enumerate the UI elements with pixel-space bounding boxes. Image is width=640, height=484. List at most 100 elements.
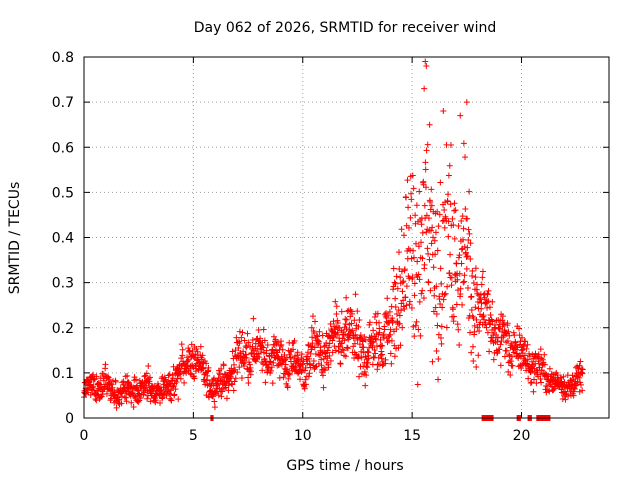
data-point xyxy=(522,338,529,345)
data-point xyxy=(524,356,531,363)
data-point xyxy=(408,196,415,203)
data-point xyxy=(157,399,164,406)
data-point xyxy=(511,332,518,339)
data-point xyxy=(432,251,439,258)
data-point xyxy=(502,329,509,336)
data-point xyxy=(484,291,491,298)
data-point xyxy=(500,334,507,341)
data-point xyxy=(344,345,351,352)
data-point xyxy=(365,349,372,356)
data-point xyxy=(425,250,432,257)
data-point xyxy=(218,377,225,384)
data-point xyxy=(470,280,477,287)
data-point xyxy=(499,313,506,320)
data-point xyxy=(143,370,150,377)
data-point xyxy=(191,375,198,382)
data-point xyxy=(109,384,116,391)
data-point xyxy=(542,386,549,393)
data-point xyxy=(441,224,448,231)
data-point xyxy=(175,396,182,403)
data-point xyxy=(392,295,399,302)
data-point xyxy=(444,198,451,205)
data-point xyxy=(239,329,246,336)
data-point xyxy=(469,273,476,280)
data-point xyxy=(260,344,267,351)
data-point xyxy=(132,376,139,383)
data-point xyxy=(420,295,427,302)
data-point xyxy=(528,358,535,365)
data-point xyxy=(524,341,531,348)
data-point xyxy=(554,372,561,379)
data-point xyxy=(438,280,445,287)
data-point xyxy=(204,372,211,379)
data-point xyxy=(464,285,471,292)
data-point xyxy=(388,337,395,344)
data-point xyxy=(359,337,366,344)
data-point xyxy=(400,303,407,310)
data-point xyxy=(166,390,173,397)
data-point xyxy=(435,223,442,230)
y-tick-label: 0.6 xyxy=(52,140,74,156)
data-point xyxy=(558,378,565,385)
data-point xyxy=(454,321,461,328)
data-point xyxy=(393,311,400,318)
data-point xyxy=(477,296,484,303)
data-point xyxy=(462,154,469,161)
data-point xyxy=(231,378,238,385)
data-point xyxy=(403,302,410,309)
data-point xyxy=(145,362,152,369)
data-point xyxy=(473,363,480,370)
data-point xyxy=(238,353,245,360)
y-tick-label: 0 xyxy=(65,411,74,427)
data-point xyxy=(560,373,567,380)
data-point xyxy=(190,374,197,381)
data-point xyxy=(400,278,407,285)
data-point xyxy=(384,295,391,302)
data-point xyxy=(124,372,131,379)
data-point xyxy=(483,324,490,331)
data-point xyxy=(253,358,260,365)
data-point xyxy=(579,366,586,373)
data-point xyxy=(438,323,445,330)
data-point xyxy=(494,334,501,341)
data-point xyxy=(520,343,527,350)
data-point xyxy=(348,320,355,327)
data-point xyxy=(509,353,516,360)
data-point xyxy=(447,251,454,258)
data-point xyxy=(487,311,494,318)
data-point xyxy=(245,380,252,387)
data-point xyxy=(406,298,413,305)
data-point xyxy=(120,378,127,385)
data-point xyxy=(170,363,177,370)
data-point xyxy=(579,387,586,394)
data-point xyxy=(396,320,403,327)
data-point xyxy=(243,342,250,349)
data-point xyxy=(501,353,508,360)
data-point xyxy=(128,399,135,406)
data-point xyxy=(417,332,424,339)
data-point xyxy=(444,283,451,290)
data-point xyxy=(505,368,512,375)
data-point xyxy=(329,337,336,344)
data-point xyxy=(431,292,438,299)
data-point xyxy=(411,280,418,287)
data-point xyxy=(216,371,223,378)
data-point xyxy=(354,308,361,315)
data-point xyxy=(326,340,333,347)
data-point xyxy=(484,304,491,311)
data-point xyxy=(349,310,356,317)
data-point xyxy=(577,358,584,365)
data-point xyxy=(173,379,180,386)
data-point xyxy=(469,343,476,350)
data-point xyxy=(231,361,238,368)
data-point xyxy=(464,244,471,251)
data-point xyxy=(482,319,489,326)
y-tick-label: 0.7 xyxy=(52,95,74,111)
data-point xyxy=(392,280,399,287)
data-point xyxy=(447,142,454,149)
data-point xyxy=(450,221,457,228)
data-point xyxy=(411,333,418,340)
x-tick-label: 5 xyxy=(189,428,198,444)
data-point xyxy=(478,300,485,307)
data-point xyxy=(541,361,548,368)
